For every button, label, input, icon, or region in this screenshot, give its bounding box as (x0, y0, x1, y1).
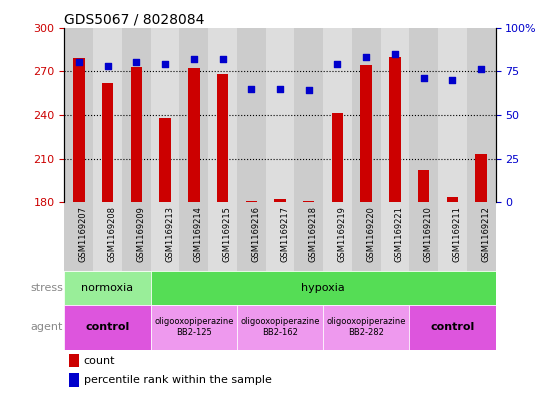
Point (333, 61, 342, 67)
Bar (64, 305, 151, 350)
Text: oligooxopiperazine
BB2-162: oligooxopiperazine BB2-162 (240, 318, 320, 337)
Bar (295, 28, 323, 202)
Bar (447, 196, 458, 202)
Text: GSM1169209: GSM1169209 (136, 206, 145, 262)
Text: GSM1169212: GSM1169212 (481, 206, 490, 262)
Bar (438, 28, 467, 202)
Text: GSM1169208: GSM1169208 (108, 206, 116, 262)
Bar (208, 28, 237, 202)
Bar (274, 200, 286, 202)
Bar (352, 28, 381, 202)
Bar (475, 154, 487, 202)
Bar (208, 202, 237, 271)
Text: hypoxia: hypoxia (301, 283, 345, 293)
Text: GSM1169207: GSM1169207 (79, 206, 88, 262)
Text: GSM1169215: GSM1169215 (222, 206, 231, 262)
Point (448, 77, 457, 83)
Bar (237, 28, 265, 202)
Point (477, 66, 486, 73)
Bar (69, 373, 80, 387)
Text: normoxia: normoxia (81, 283, 134, 293)
Bar (93, 202, 122, 271)
Bar (151, 271, 496, 305)
Bar (409, 202, 438, 271)
Bar (151, 202, 179, 271)
Bar (361, 65, 372, 202)
Point (161, 61, 170, 67)
Point (103, 63, 112, 69)
Bar (265, 28, 295, 202)
Text: percentile rank within the sample: percentile rank within the sample (84, 375, 272, 386)
Bar (389, 57, 401, 202)
Point (419, 75, 428, 81)
Bar (237, 202, 265, 271)
Point (390, 51, 399, 57)
Bar (159, 118, 171, 202)
Bar (122, 28, 151, 202)
Bar (64, 28, 93, 202)
Bar (151, 28, 179, 202)
Text: control: control (85, 322, 130, 332)
Text: GSM1169217: GSM1169217 (280, 206, 289, 262)
Bar (467, 202, 496, 271)
Bar (332, 114, 343, 202)
Point (304, 87, 313, 94)
Bar (245, 201, 257, 202)
Text: GSM1169213: GSM1169213 (165, 206, 174, 262)
Bar (122, 202, 151, 271)
Bar (323, 305, 409, 350)
Bar (381, 202, 409, 271)
Bar (64, 271, 151, 305)
Text: GSM1169218: GSM1169218 (309, 206, 318, 262)
Text: GSM1169211: GSM1169211 (452, 206, 461, 262)
Bar (438, 202, 467, 271)
Point (218, 56, 227, 62)
Bar (64, 202, 93, 271)
Bar (179, 202, 208, 271)
Bar (409, 28, 438, 202)
Text: count: count (84, 356, 115, 366)
Text: GSM1169216: GSM1169216 (251, 206, 260, 262)
Bar (265, 202, 295, 271)
Bar (237, 305, 323, 350)
Bar (151, 305, 237, 350)
Text: oligooxopiperazine
BB2-282: oligooxopiperazine BB2-282 (326, 318, 406, 337)
Bar (179, 28, 208, 202)
Bar (323, 28, 352, 202)
Point (74, 59, 83, 66)
Text: control: control (430, 322, 475, 332)
Text: GSM1169210: GSM1169210 (424, 206, 433, 262)
Bar (381, 28, 409, 202)
Bar (303, 201, 315, 202)
Bar (93, 28, 122, 202)
Bar (217, 74, 228, 202)
Bar (467, 28, 496, 202)
Text: GSM1169221: GSM1169221 (395, 206, 404, 262)
Point (189, 56, 198, 62)
Point (276, 86, 284, 92)
Bar (69, 354, 80, 367)
Bar (418, 170, 430, 202)
Bar (323, 202, 352, 271)
Point (362, 54, 371, 61)
Bar (73, 58, 85, 202)
Text: GSM1169220: GSM1169220 (366, 206, 375, 262)
Bar (188, 68, 199, 202)
Point (247, 86, 256, 92)
Bar (409, 305, 496, 350)
Text: stress: stress (30, 283, 63, 293)
Bar (295, 202, 323, 271)
Bar (102, 83, 113, 202)
Bar (130, 67, 142, 202)
Text: GDS5067 / 8028084: GDS5067 / 8028084 (64, 12, 205, 26)
Text: oligooxopiperazine
BB2-125: oligooxopiperazine BB2-125 (154, 318, 234, 337)
Text: GSM1169214: GSM1169214 (194, 206, 203, 262)
Text: GSM1169219: GSM1169219 (338, 206, 347, 262)
Text: agent: agent (31, 322, 63, 332)
Bar (352, 202, 381, 271)
Point (132, 59, 141, 66)
